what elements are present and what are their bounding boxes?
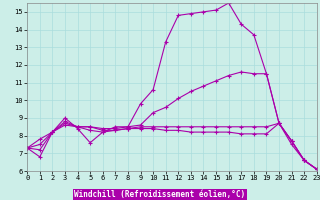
Text: Windchill (Refroidissement éolien,°C): Windchill (Refroidissement éolien,°C) [75, 190, 245, 199]
